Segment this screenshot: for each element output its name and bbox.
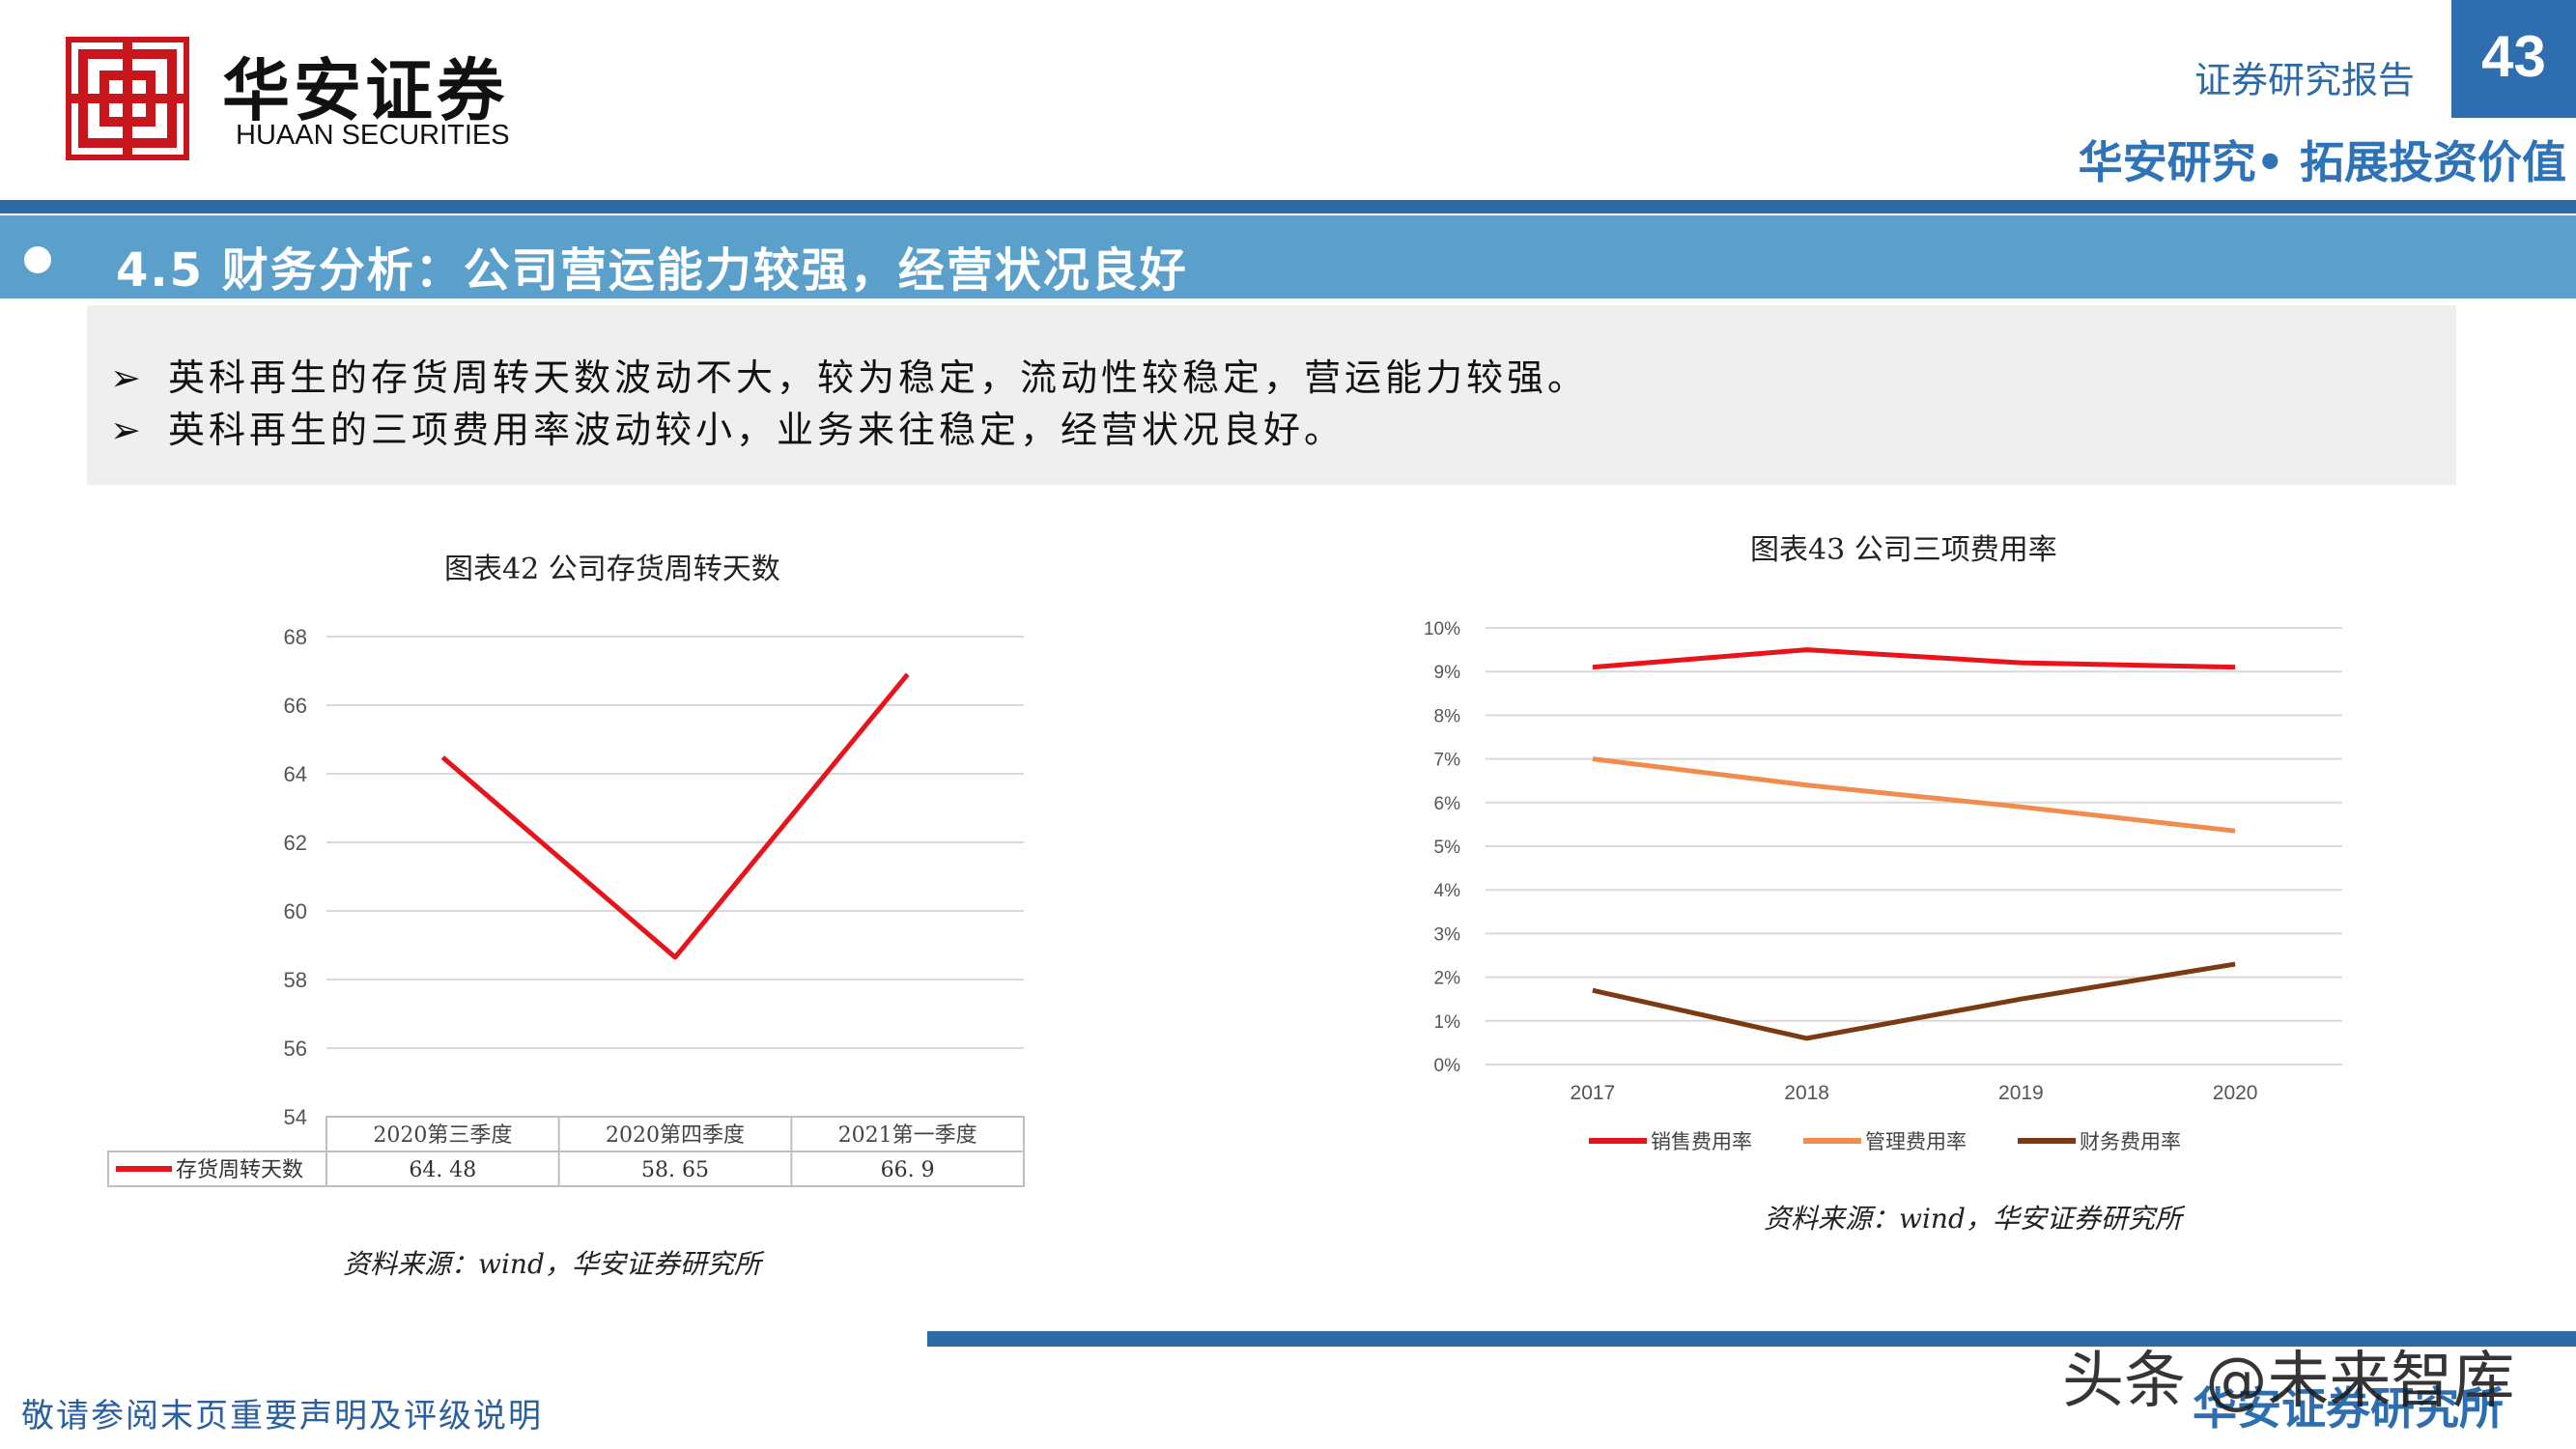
legend-label: 财务费用率	[2080, 1130, 2181, 1153]
arrow-bullet-icon: ➢	[110, 356, 141, 399]
y-tick-label: 5%	[1434, 838, 1461, 858]
watermark: 头条 @未来智库	[2062, 1346, 2515, 1417]
legend-label: 销售费用率	[1651, 1130, 1752, 1153]
summary-bullet: ➢ 英科再生的三项费用率波动较小，业务来往稳定，经营状况良好。	[110, 400, 1345, 453]
y-tick-label: 10%	[1424, 619, 1460, 639]
y-tick-label: 4%	[1434, 881, 1461, 901]
document-type: 证券研究报告	[2194, 59, 2415, 101]
disclaimer-link[interactable]: 敬请参阅末页重要声明及评级说明	[21, 1397, 543, 1435]
y-tick-label: 66	[284, 694, 307, 718]
y-tick-label: 0%	[1434, 1056, 1461, 1076]
header-divider	[0, 200, 2576, 213]
summary-bullet: ➢ 英科再生的存货周转天数波动不大，较为稳定，流动性较稳定，营运能力较强。	[110, 348, 1588, 401]
y-tick-label: 60	[284, 899, 307, 923]
legend-label: 存货周转天数	[176, 1158, 303, 1182]
footer-org-name: 华安证券研究所	[2193, 1382, 2504, 1435]
y-tick-label: 1%	[1434, 1012, 1461, 1033]
y-tick-label: 58	[284, 968, 307, 992]
huaan-logo-icon	[66, 37, 189, 160]
y-tick-label: 3%	[1434, 924, 1461, 945]
chart-title-expense-ratios: 图表43 公司三项费用率	[1750, 533, 2057, 567]
logo-english-name: HUAAN SECURITIES	[236, 120, 510, 151]
x-category-label: 2020第四季度	[606, 1123, 745, 1148]
chart-source-right: 资料来源：wind，华安证券研究所	[1764, 1203, 2182, 1235]
expense-ratio-chart: 0% 1% 2% 3% 4% 5% 6% 7% 8% 9% 10% 2017 2018 2019 2020 销…	[1424, 619, 2342, 1153]
x-category-label: 2019	[1998, 1082, 2044, 1104]
y-tick-label: 56	[284, 1037, 307, 1061]
series-line	[1592, 961, 2236, 1041]
x-category-label: 2020第三季度	[373, 1123, 512, 1148]
y-tick-label: 2%	[1434, 969, 1461, 989]
summary-box	[87, 305, 2456, 485]
inventory-days-chart: 54 56 58 60 62 64 66 68 2020第三季度 2020第四季度 2021第一季度…	[107, 625, 1025, 1187]
section-title: 4.5 财务分析：公司营运能力较强，经营状况良好	[116, 243, 1188, 298]
series-line-inventory-days	[440, 672, 910, 960]
x-category-label: 2020	[2213, 1082, 2258, 1104]
chart-source-left: 资料来源：wind，华安证券研究所	[343, 1248, 761, 1280]
y-tick-label: 54	[284, 1105, 307, 1129]
bullet-text: 英科再生的三项费用率波动较小，业务来往稳定，经营状况良好。	[168, 409, 1345, 451]
section-title-bar	[0, 215, 2576, 298]
page-number-badge	[2451, 0, 2576, 118]
legend-label: 管理费用率	[1865, 1130, 1967, 1153]
bullet-text: 英科再生的存货周转天数波动不大，较为稳定，流动性较稳定，营运能力较强。	[168, 356, 1589, 399]
data-value-label: 64. 48	[409, 1158, 476, 1182]
data-value-label: 66. 9	[881, 1158, 935, 1182]
series-line	[1592, 756, 2236, 834]
slogan: 华安研究• 拓展投资价值	[2078, 136, 2566, 188]
data-table-legend-cell	[107, 1151, 327, 1187]
y-tick-label: 8%	[1434, 706, 1461, 726]
series-line	[1592, 647, 2236, 670]
y-tick-label: 64	[284, 762, 307, 786]
y-tick-label: 6%	[1434, 794, 1461, 814]
x-category-label: 2017	[1571, 1082, 1616, 1104]
logo-chinese-name: 华安证券	[222, 50, 508, 130]
bullet-dot-icon	[24, 246, 51, 273]
footer-divider	[927, 1331, 2576, 1347]
y-tick-label: 9%	[1434, 663, 1461, 683]
y-tick-label: 68	[284, 625, 307, 649]
chart-title-inventory-days: 图表42 公司存货周转天数	[444, 553, 780, 586]
data-value-label: 58. 65	[641, 1158, 709, 1182]
x-category-label: 2021第一季度	[838, 1123, 977, 1148]
page-number: 43	[2481, 24, 2546, 89]
arrow-bullet-icon: ➢	[110, 409, 141, 451]
x-category-label: 2018	[1784, 1082, 1829, 1104]
y-tick-label: 62	[284, 831, 307, 855]
y-tick-label: 7%	[1434, 751, 1461, 771]
